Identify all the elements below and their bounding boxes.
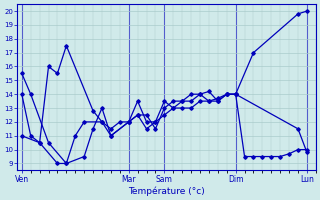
X-axis label: Température (°c): Température (°c) — [128, 186, 205, 196]
